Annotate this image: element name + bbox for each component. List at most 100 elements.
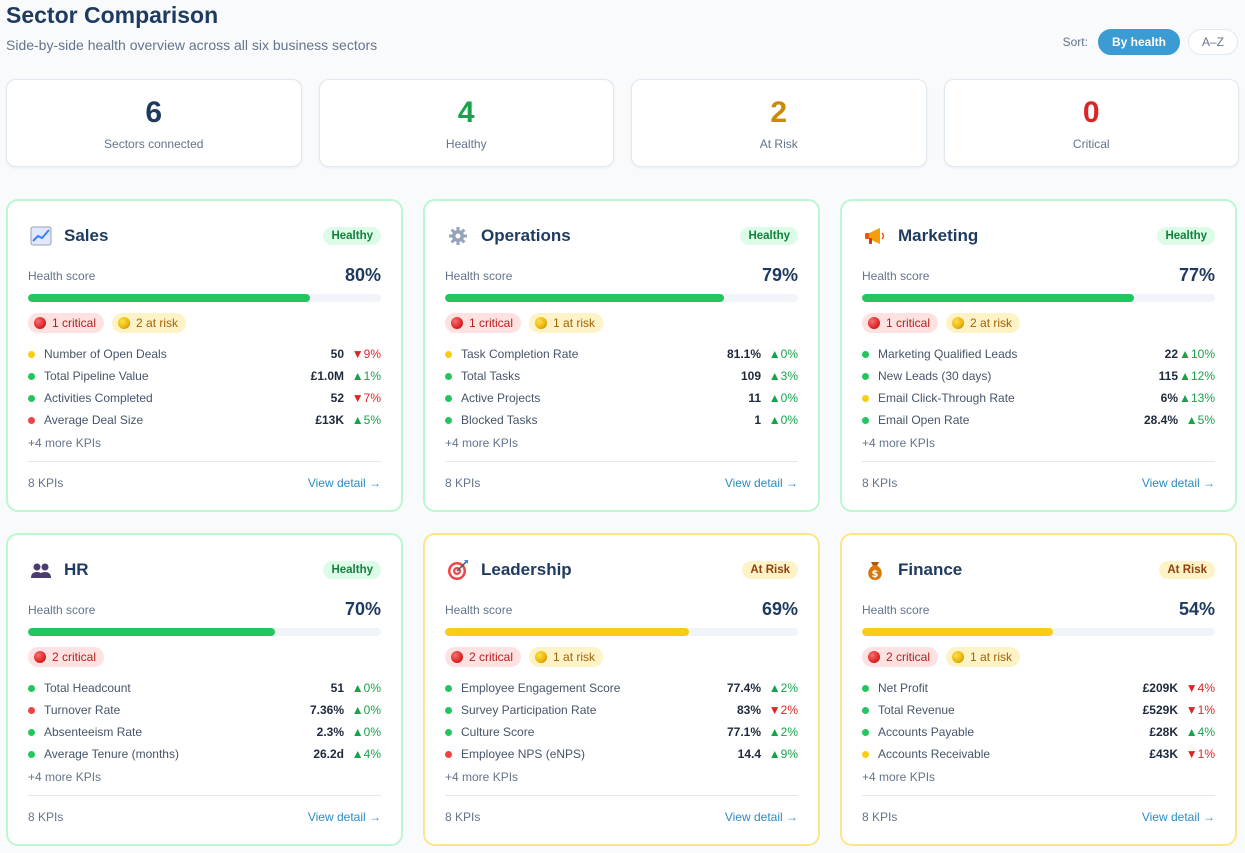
kpi-status-dot [28,750,35,758]
health-score-row: Health score 54% [862,599,1215,620]
health-bar [445,294,798,302]
sector-card-sales[interactable]: Sales Healthy Health score 80% 1 critica… [6,199,403,512]
view-detail-link[interactable]: View detail → [724,475,798,490]
sector-card-leadership[interactable]: Leadership At Risk Health score 69% 2 cr… [423,533,820,846]
card-header: Sales Healthy [28,223,381,249]
kpi-delta: ▲5% [351,413,381,427]
critical-pill: 1 critical [862,313,939,333]
view-detail-link[interactable]: View detail → [307,475,381,490]
critical-pill-label: 1 critical [886,316,931,330]
kpi-delta: ▲9% [768,747,798,761]
kpi-value: 22 [1164,347,1178,361]
kpi-value: 115 [1158,369,1178,383]
red-circle-icon [34,651,46,663]
more-kpis-text: +4 more KPIs [28,436,102,450]
sector-card-hr[interactable]: HR Healthy Health score 70% 2 critical T… [6,533,403,846]
kpi-name: Culture Score [461,725,535,739]
kpi-delta: ▲4% [1185,725,1215,739]
kpi-value: 50 [330,347,344,361]
card-footer: 8 KPIs View detail → [445,795,798,837]
kpi-delta: ▲2% [768,681,798,695]
card-header: HR Healthy [28,557,381,583]
card-header: $ Finance At Risk [862,557,1215,583]
view-detail-link[interactable]: View detail → [724,809,798,824]
health-score-row: Health score 77% [862,265,1215,286]
kpi-delta: ▲1% [351,369,381,383]
sector-card-operations[interactable]: Operations Healthy Health score 79% 1 cr… [423,199,820,512]
kpi-row: Employee NPS (eNPS) 14.4 ▲9% [445,743,798,765]
sort-a-z-button[interactable]: A–Z [1187,29,1238,55]
kpi-count: 8 KPIs [445,475,481,490]
at-risk-pill: 1 at risk [529,313,604,333]
card-footer: 8 KPIs View detail → [445,461,798,503]
at-risk-pill: 1 at risk [946,647,1021,667]
at-risk-pill: 2 at risk [946,313,1021,333]
critical-pill-label: 2 critical [52,650,97,664]
kpi-count: 8 KPIs [862,809,898,824]
kpi-delta: ▲0% [351,681,381,695]
kpi-name: Email Click-Through Rate [878,391,1015,405]
kpi-list: Task Completion Rate 81.1% ▲0% Total Tas… [445,343,798,454]
yellow-circle-icon [535,317,548,329]
at-risk-pill-label: 2 at risk [970,316,1013,330]
red-circle-icon [451,317,463,329]
kpi-value: 109 [740,369,761,383]
stat-label: Sectors connected [104,137,204,151]
health-score-label: Health score [445,268,513,283]
critical-pill: 1 critical [445,313,522,333]
health-score-row: Health score 79% [445,265,798,286]
kpi-status-dot [862,684,869,692]
view-detail-link[interactable]: View detail → [307,809,381,824]
kpi-name: Number of Open Deals [44,347,167,361]
critical-pill-label: 1 critical [469,316,514,330]
view-detail-link[interactable]: View detail → [1141,809,1215,824]
kpi-name: New Leads (30 days) [878,369,992,383]
kpi-name: Employee NPS (eNPS) [461,747,586,761]
kpi-value: 6% [1160,391,1178,405]
kpi-name: Blocked Tasks [461,413,538,427]
status-badge: At Risk [1159,561,1215,579]
stat-label: Critical [1072,137,1110,151]
kpi-status-dot [28,728,35,736]
sector-card-marketing[interactable]: Marketing Healthy Health score 77% 1 cri… [840,199,1237,512]
view-detail-link[interactable]: View detail → [1141,475,1215,490]
yellow-circle-icon [118,317,131,329]
kpi-delta: ▼7% [351,391,381,405]
health-bar-fill [445,294,724,302]
kpi-name: Average Deal Size [44,413,144,427]
sort-control: Sort: By health A–Z [1063,29,1238,55]
kpi-value: 83% [736,703,761,717]
health-bar-fill [862,294,1134,302]
health-bar [862,294,1215,302]
kpi-delta: ▼1% [1185,703,1215,717]
kpi-delta: ▼2% [768,703,798,717]
page-subtitle: Side-by-side health overview across all … [6,37,378,53]
red-circle-icon [868,651,880,663]
kpi-value: 77.1% [726,725,761,739]
card-header: Leadership At Risk [445,557,798,583]
kpi-status-dot [28,350,35,358]
at-risk-pill-label: 1 at risk [553,650,596,664]
kpi-name: Net Profit [878,681,929,695]
sort-by-health-button[interactable]: By health [1097,29,1180,55]
sector-card-finance[interactable]: $ Finance At Risk Health score 54% 2 cri… [840,533,1237,846]
critical-pill: 1 critical [28,313,105,333]
more-kpis-text: +4 more KPIs [862,436,936,450]
health-bar [862,628,1215,636]
kpi-status-dot [28,416,35,424]
health-bar [28,628,381,636]
kpi-status-dot [445,706,452,714]
kpi-value: 28.4% [1143,413,1178,427]
kpi-delta: ▲0% [768,413,798,427]
sector-name: Operations [481,226,571,245]
kpi-count: 8 KPIs [28,475,64,490]
kpi-row: Accounts Payable £28K ▲4% [862,721,1215,743]
card-footer: 8 KPIs View detail → [862,795,1215,837]
kpi-row: Employee Engagement Score 77.4% ▲2% [445,677,798,699]
kpi-name: Email Open Rate [878,413,970,427]
kpi-value: 52 [330,391,344,405]
kpi-name: Turnover Rate [44,703,121,717]
health-bar-fill [862,628,1053,636]
health-score-value: 69% [761,599,798,619]
kpi-name: Average Tenure (months) [44,747,179,761]
